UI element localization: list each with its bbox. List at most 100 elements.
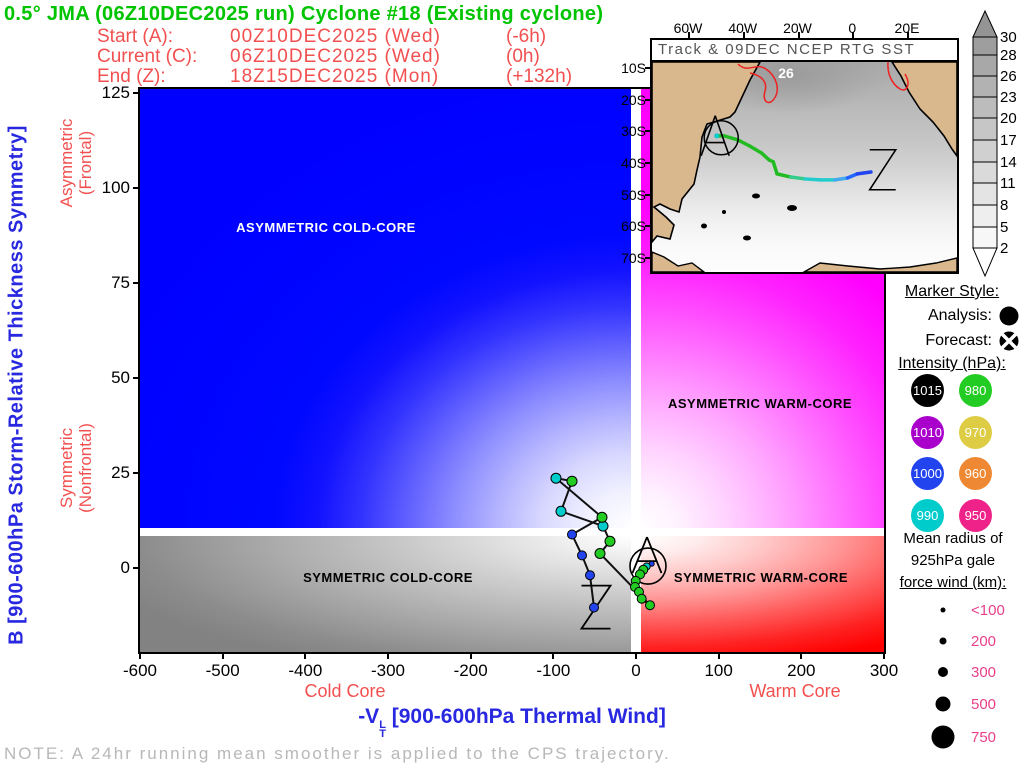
- map-lat-tick: [645, 193, 650, 196]
- y-tick-mark: [133, 186, 140, 189]
- sst-contour-label: 26: [778, 65, 794, 81]
- map-track-layer: 26: [700, 65, 898, 191]
- x-tick-label: -200: [453, 661, 488, 680]
- gale-radius-label: 200: [971, 633, 996, 650]
- y-tick-mark: [133, 472, 140, 475]
- asymmetric-label-line: Asymmetric: [57, 118, 76, 208]
- map-lat-label: 20S: [621, 91, 646, 108]
- colorbar-value-label: 26: [1000, 68, 1017, 85]
- x-tick-mark: [221, 652, 224, 659]
- map-lon-tick: [907, 32, 909, 38]
- track-map-area: 26: [652, 62, 957, 272]
- map-lon-label: 40W: [728, 20, 758, 36]
- radius-title-line2: 925hPa gale: [910, 552, 996, 569]
- x-tick-mark: [387, 652, 389, 659]
- y-tick-mark: [133, 377, 140, 380]
- gale-radius-dot: [935, 696, 951, 712]
- cps-trajectory-canvas: [550, 472, 667, 630]
- map-track-segment: [722, 134, 740, 142]
- run-dt: 06Z10DEC2025 (Wed): [230, 46, 441, 67]
- forecast-legend-row: Forecast:: [884, 330, 1020, 352]
- gale-radius-dot: [939, 637, 947, 645]
- symmetric-label-line: Symmetric: [57, 427, 76, 509]
- run-row: Start (A): 00Z10DEC2025 (Wed) (-6h): [97, 27, 572, 47]
- y-tick-mark: [133, 282, 140, 284]
- map-lat-tick: [645, 162, 650, 164]
- y-tick-label: 75: [111, 273, 130, 292]
- gale-radius-label: 300: [971, 664, 996, 681]
- gale-radius-dot: [931, 725, 955, 749]
- label-symmetric-warm-core: SYMMETRIC WARM-CORE: [673, 570, 849, 585]
- x-tick-mark: [717, 652, 720, 659]
- gale-radius-label: <100: [971, 602, 1005, 619]
- trajectory-marker-980hpa: [594, 548, 606, 559]
- islands: [701, 193, 797, 241]
- annotation-letter-A: [631, 536, 663, 574]
- annotation-letter-A: [700, 115, 730, 157]
- intensity-circle-950: 950: [959, 499, 992, 532]
- map-lat-tick: [645, 225, 650, 228]
- map-lat-tick: [645, 98, 650, 101]
- map-annotation-circle: [703, 120, 739, 156]
- y-tick-mark: [133, 567, 140, 570]
- map-lat-label: 10S: [621, 60, 646, 76]
- map-track-segment: [845, 172, 860, 180]
- gale-radius-dot: [940, 607, 946, 613]
- gale-radius-dot: [938, 667, 948, 677]
- colorbar-arrow-bottom: [972, 247, 998, 278]
- map-lat-label: 30S: [621, 123, 646, 140]
- map-lon-label: 20E: [894, 20, 920, 36]
- x-tick-mark: [635, 652, 637, 659]
- map-lat-label: 40S: [621, 155, 646, 171]
- x-tick-mark: [883, 652, 885, 659]
- map-lat-tick: [645, 67, 650, 69]
- intensity-circle-990: 990: [911, 499, 944, 532]
- sst-contour-26: [737, 62, 909, 104]
- intensity-circle-1010: 1010: [911, 416, 944, 449]
- run-dt: 18Z15DEC2025 (Mon): [230, 66, 440, 87]
- quadrant-symmetric-warm-core: [641, 536, 884, 652]
- map-track-segment: [771, 160, 779, 176]
- intensity-circle-1015: 1015: [911, 374, 944, 407]
- map-lon-tick: [852, 32, 855, 38]
- intensity-title: Intensity (hPa):: [898, 355, 1006, 372]
- x-label-rest: [900-600hPa Thermal Wind]: [385, 705, 666, 728]
- x-axis-label: -V L T [900-600hPa Thermal Wind]: [262, 705, 762, 740]
- map-lon-tick: [742, 32, 745, 38]
- cold-core-label: Cold Core: [304, 681, 386, 701]
- x-tick-label: -100: [536, 661, 571, 680]
- map-lat-label: 70S: [621, 250, 646, 266]
- track-map-title: Track & 09DEC NCEP RTG SST: [652, 40, 957, 62]
- analysis-marker-icon: [999, 306, 1019, 326]
- x-tick-label: 200: [787, 661, 816, 680]
- x-tick-label: -600: [122, 661, 158, 680]
- trajectory-marker-1000hpa: [589, 602, 599, 613]
- trajectory-marker-1000hpa: [567, 529, 577, 540]
- map-lon-label: 20W: [783, 20, 812, 36]
- map-track-segment: [855, 170, 873, 176]
- gale-radius-legend: <100 200 300 500 750: [931, 602, 1005, 749]
- marker-style-title: Marker Style:: [904, 283, 1000, 300]
- map-lon-tick: [797, 32, 800, 38]
- run-info: Start (A): 00Z10DEC2025 (Wed) (-6h) Current…: [97, 27, 572, 87]
- map-track-segment: [736, 138, 752, 148]
- run-dt: 00Z10DEC2025 (Wed): [230, 26, 441, 47]
- x-tick-label: -400: [288, 661, 323, 680]
- colorbar-value-label: 8: [1000, 197, 1008, 214]
- colorbar-value-label: 17: [1000, 132, 1017, 149]
- x-label-sup: L: [379, 719, 386, 731]
- y-tick-label: 100: [101, 177, 130, 197]
- x-tick-mark: [552, 652, 555, 659]
- run-label: Start (A):: [97, 26, 174, 47]
- colorbar-value-label: 14: [1000, 154, 1017, 171]
- x-label-sub: T: [379, 728, 386, 741]
- run-off: (0h): [506, 46, 540, 67]
- trajectory-marker-980hpa: [645, 600, 655, 611]
- y-tick-label: 25: [111, 463, 130, 483]
- annotation-circle: [629, 547, 667, 585]
- x-tick-label: -500: [205, 661, 240, 680]
- trajectory-marker-980hpa: [604, 535, 616, 547]
- x-tick-label: 300: [869, 661, 899, 680]
- label-asymmetric-cold-core: ASYMMETRIC COLD-CORE: [236, 220, 416, 235]
- map-lon-label: 0: [848, 20, 857, 36]
